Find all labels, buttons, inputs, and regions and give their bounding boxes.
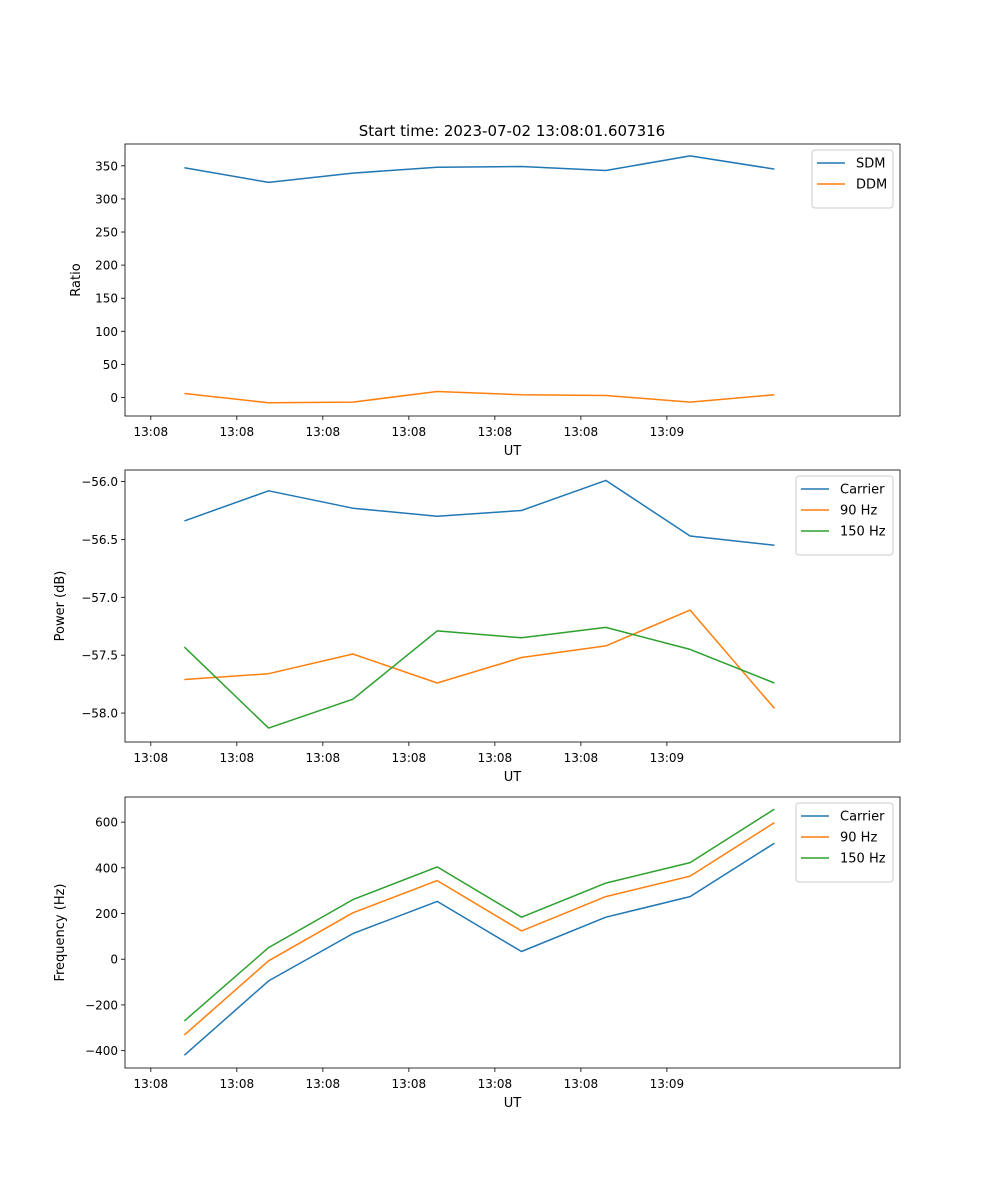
x-tick-label: 13:09 [650, 751, 685, 765]
x-tick-label: 13:09 [650, 1077, 685, 1091]
y-tick-label: 250 [95, 226, 118, 240]
x-axis-label: UT [504, 444, 522, 459]
series-line-150-hz [183, 808, 775, 1022]
legend-label: 90 Hz [840, 504, 877, 519]
x-tick-label: 13:08 [134, 751, 169, 765]
y-tick-label: 100 [95, 325, 118, 339]
series-line-ddm [184, 390, 775, 404]
y-tick-label: 400 [95, 861, 118, 875]
y-axis-label: Frequency (Hz) [53, 883, 68, 981]
x-tick-label: 13:08 [220, 425, 255, 439]
y-tick-label: 50 [103, 358, 118, 372]
y-tick-label: −200 [85, 998, 118, 1012]
x-tick-label: 13:08 [478, 1077, 513, 1091]
x-tick-label: 13:08 [392, 425, 427, 439]
legend: Carrier 90 Hz 150 Hz [795, 475, 894, 556]
legend-label: Carrier [840, 810, 885, 825]
x-tick-label: 13:08 [392, 1077, 427, 1091]
series-line-carrier [183, 842, 775, 1056]
figure-title: Start time: 2023-07-02 13:08:01.607316 [359, 122, 665, 140]
x-tick-label: 13:08 [134, 425, 169, 439]
axes-frame [124, 143, 901, 417]
x-tick-label: 13:08 [564, 1077, 599, 1091]
y-tick-label: −400 [85, 1044, 118, 1058]
legend: Carrier 90 Hz 150 Hz [795, 802, 894, 883]
subplot-3: 13:08 13:08 13:08 13:08 13:08 13:08 13:09 −400 −… [53, 796, 901, 1111]
legend-frame [811, 149, 894, 209]
subplot-2: 13:08 13:08 13:08 13:08 13:08 13:08 13:09 −58.0… [53, 469, 901, 785]
y-tick-label: −57.0 [81, 591, 118, 605]
y-tick-label: −58.0 [81, 707, 118, 721]
y-axis-label: Ratio [69, 263, 84, 296]
series-line-carrier [184, 479, 775, 546]
x-tick-label: 13:08 [306, 751, 341, 765]
x-tick-label: 13:08 [564, 751, 599, 765]
series-line-90-hz [183, 821, 775, 1036]
legend-label: 90 Hz [840, 831, 877, 846]
x-tick-label: 13:08 [306, 425, 341, 439]
y-axis-label: Power (dB) [53, 571, 68, 642]
series-line-sdm [184, 155, 775, 184]
x-tick-label: 13:08 [478, 751, 513, 765]
legend-label: 150 Hz [840, 852, 886, 867]
x-tick-label: 13:08 [564, 425, 599, 439]
legend-frame [795, 802, 894, 883]
series-line-150-hz [183, 626, 775, 729]
axes-frame [124, 796, 901, 1069]
legend-label: 150 Hz [840, 525, 886, 540]
subplot-1: 13:08 13:08 13:08 13:08 13:08 13:08 13:09 0 50 10… [69, 143, 901, 459]
legend-label: Carrier [840, 483, 885, 498]
series-line-90-hz [184, 609, 775, 709]
x-tick-label: 13:08 [134, 1077, 169, 1091]
y-tick-label: −57.5 [81, 649, 118, 663]
legend-frame [795, 475, 894, 556]
y-tick-label: 350 [95, 159, 118, 173]
y-tick-label: −56.5 [81, 533, 118, 547]
legend-label: SDM [856, 157, 885, 172]
x-axis-label: UT [504, 770, 522, 785]
y-tick-label: 0 [110, 953, 118, 967]
x-tick-label: 13:08 [306, 1077, 341, 1091]
y-tick-label: 300 [95, 192, 118, 206]
y-tick-label: 150 [95, 292, 118, 306]
axes-frame [124, 469, 901, 743]
legend: SDM DDM [811, 149, 894, 209]
x-axis-label: UT [504, 1096, 522, 1111]
y-tick-label: 0 [110, 391, 118, 405]
y-tick-label: 200 [95, 907, 118, 921]
x-tick-label: 13:08 [220, 751, 255, 765]
y-tick-label: 600 [95, 816, 118, 830]
x-tick-label: 13:08 [392, 751, 427, 765]
x-tick-label: 13:08 [220, 1077, 255, 1091]
legend-label: DDM [856, 178, 887, 193]
y-tick-label: −56.0 [81, 475, 118, 489]
y-tick-label: 200 [95, 259, 118, 273]
x-tick-label: 13:08 [478, 425, 513, 439]
x-tick-label: 13:09 [650, 425, 685, 439]
